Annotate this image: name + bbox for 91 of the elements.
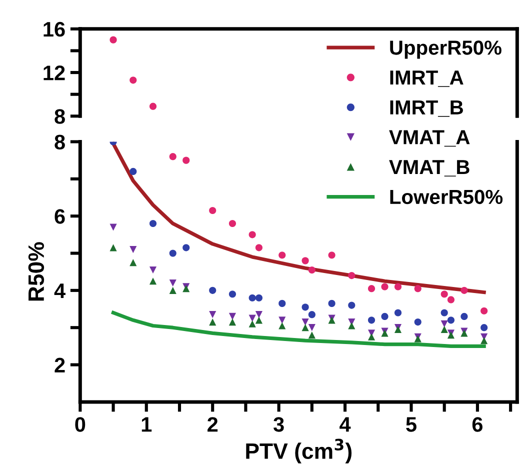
point xyxy=(110,224,117,231)
x-tick-label: 5 xyxy=(406,417,416,432)
point xyxy=(348,302,356,309)
y-tick-label: 2 xyxy=(54,358,65,372)
point xyxy=(130,168,137,176)
point xyxy=(209,311,216,318)
point xyxy=(302,324,309,332)
point xyxy=(348,322,356,330)
point xyxy=(381,312,388,320)
legend-label: LowerR50% xyxy=(390,190,503,204)
point xyxy=(182,156,190,164)
point xyxy=(248,231,256,238)
y-tick-label: 8 xyxy=(54,109,65,124)
point xyxy=(149,278,157,285)
point xyxy=(169,279,176,287)
point xyxy=(394,309,402,316)
point xyxy=(130,246,137,254)
point xyxy=(440,290,448,298)
legend-label: UpperR50% xyxy=(390,40,502,59)
point xyxy=(308,324,316,332)
point xyxy=(209,206,216,214)
point xyxy=(149,266,157,274)
x-axis-title: PTV (cm$^{3}$) xyxy=(246,438,352,464)
point xyxy=(460,312,468,320)
point xyxy=(480,324,488,332)
y-axis-title: R50% xyxy=(28,242,44,301)
point xyxy=(255,294,262,302)
point xyxy=(480,337,488,344)
x-tick-label: 0 xyxy=(75,417,86,432)
point xyxy=(278,300,286,307)
point xyxy=(440,326,448,333)
point xyxy=(447,296,455,304)
point xyxy=(228,318,236,326)
point xyxy=(255,316,262,324)
point xyxy=(209,286,216,294)
point xyxy=(368,316,376,324)
y-tick-label: 8 xyxy=(54,134,65,150)
point xyxy=(248,294,256,302)
point xyxy=(328,252,336,259)
point xyxy=(308,311,316,318)
y-tick-label: 6 xyxy=(54,209,65,224)
point xyxy=(228,290,236,298)
point xyxy=(302,304,309,311)
point xyxy=(348,272,356,280)
point xyxy=(302,318,309,326)
legend-label: IMRT_B xyxy=(390,100,463,117)
point xyxy=(308,266,316,274)
point xyxy=(110,36,117,44)
point xyxy=(182,244,190,252)
point xyxy=(278,322,286,330)
point xyxy=(110,244,117,252)
point xyxy=(381,283,388,290)
point xyxy=(368,285,376,292)
x-tick-label: 3 xyxy=(274,417,284,432)
x-tick-label: 1 xyxy=(142,417,152,432)
point xyxy=(209,318,216,326)
y-tick-label: 16 xyxy=(44,22,65,37)
point xyxy=(278,252,286,259)
point xyxy=(228,312,236,320)
point xyxy=(130,76,137,84)
point xyxy=(302,257,309,264)
point xyxy=(328,300,336,307)
point xyxy=(169,250,176,257)
point xyxy=(228,220,236,228)
y-tick-label: 12 xyxy=(44,66,65,80)
point xyxy=(149,102,157,110)
x-tick-label: 4 xyxy=(340,417,351,432)
legend-label: VMAT_A xyxy=(389,130,470,147)
point xyxy=(368,333,376,340)
point xyxy=(255,311,262,318)
legend-label: IMRT_A xyxy=(390,70,464,87)
point xyxy=(278,316,286,324)
point xyxy=(130,259,137,266)
point xyxy=(248,320,256,328)
x-tick-label: 2 xyxy=(208,417,218,432)
point xyxy=(440,309,448,316)
point xyxy=(169,286,176,294)
x-tick-label: 6 xyxy=(472,417,482,432)
point xyxy=(255,244,262,252)
point xyxy=(149,220,157,228)
y-tick-label: 4 xyxy=(54,284,66,298)
point xyxy=(414,285,422,292)
line-series xyxy=(111,310,486,348)
point xyxy=(480,307,488,314)
point xyxy=(414,318,422,326)
point xyxy=(169,153,176,160)
legend-label: VMAT_B xyxy=(389,160,470,176)
point xyxy=(308,331,316,339)
point xyxy=(460,286,468,294)
point xyxy=(447,316,455,324)
point xyxy=(394,283,402,290)
